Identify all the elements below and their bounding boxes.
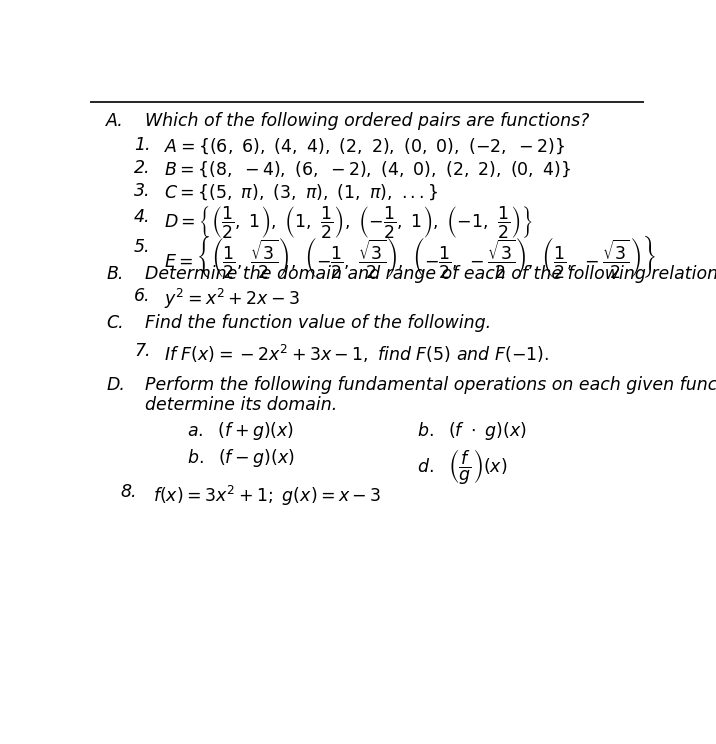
Text: D.: D.: [106, 376, 125, 394]
Text: $d.\ \ \left(\dfrac{f}{g}\right)(x)$: $d.\ \ \left(\dfrac{f}{g}\right)(x)$: [417, 447, 508, 487]
Text: 5.: 5.: [134, 238, 150, 256]
Text: $A = \{(6,\ 6),\ (4,\ 4),\ (2,\ 2),\ (0,\ 0),\ (-2,\ -2)\}$: $A = \{(6,\ 6),\ (4,\ 4),\ (2,\ 2),\ (0,…: [165, 136, 566, 155]
Text: 3.: 3.: [134, 182, 150, 200]
Text: determine its domain.: determine its domain.: [145, 396, 337, 414]
Text: $\it{If}\ F(x) = -2x^2 + 3x - 1,\ \it{find}\ F(5)\ \it{and}\ F(-1).$: $\it{If}\ F(x) = -2x^2 + 3x - 1,\ \it{fi…: [165, 342, 550, 365]
Text: $f(x) = 3x^2 + 1;\ g(x) = x - 3$: $f(x) = 3x^2 + 1;\ g(x) = x - 3$: [153, 484, 382, 507]
Text: 2.: 2.: [134, 159, 150, 177]
Text: Find the function value of the following.: Find the function value of the following…: [145, 314, 491, 332]
Text: $b.\ \ (f-g)(x)$: $b.\ \ (f-g)(x)$: [187, 447, 294, 469]
Text: Which of the following ordered pairs are functions?: Which of the following ordered pairs are…: [145, 112, 589, 130]
Text: 6.: 6.: [134, 287, 150, 305]
Text: $C = \{(5,\ \pi),\ (3,\ \pi),\ (1,\ \pi),\ ...\}$: $C = \{(5,\ \pi),\ (3,\ \pi),\ (1,\ \pi)…: [165, 182, 439, 202]
Text: 7.: 7.: [134, 342, 150, 361]
Text: $b.\ \ (f\ \cdot\ g)(x)$: $b.\ \ (f\ \cdot\ g)(x)$: [417, 420, 527, 443]
Text: 1.: 1.: [134, 136, 150, 154]
Text: $D = \left\{\left(\dfrac{1}{2},\ 1\right),\ \left(1,\ \dfrac{1}{2}\right),\ \lef: $D = \left\{\left(\dfrac{1}{2},\ 1\right…: [165, 204, 533, 240]
Text: $B = \{(8,\ -4),\ (6,\ -2),\ (4,\ 0),\ (2,\ 2),\ (0,\ 4)\}$: $B = \{(8,\ -4),\ (6,\ -2),\ (4,\ 0),\ (…: [165, 159, 571, 179]
Text: $E = \left\{\left(\dfrac{1}{2},\ \dfrac{\sqrt{3}}{2}\right),\ \left(-\dfrac{1}{2: $E = \left\{\left(\dfrac{1}{2},\ \dfrac{…: [165, 234, 657, 280]
Text: Perform the following fundamental operations on each given functions. Then,: Perform the following fundamental operat…: [145, 376, 716, 394]
Text: B.: B.: [106, 265, 124, 283]
Text: $y^2 = x^2 + 2x - 3$: $y^2 = x^2 + 2x - 3$: [165, 287, 301, 311]
Text: A.: A.: [106, 112, 124, 130]
Text: 8.: 8.: [120, 484, 137, 501]
Text: 4.: 4.: [134, 208, 150, 226]
Text: $a.\ \ (f+g)(x)$: $a.\ \ (f+g)(x)$: [187, 420, 294, 443]
Text: Determine the domain and range of each of the following relations.: Determine the domain and range of each o…: [145, 265, 716, 283]
Text: C.: C.: [106, 314, 124, 332]
